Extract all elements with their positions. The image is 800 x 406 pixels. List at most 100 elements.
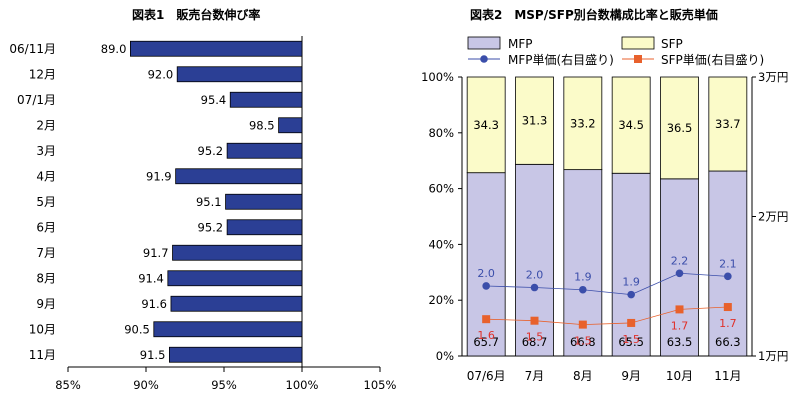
chart1-value-label: 95.2 <box>198 144 224 158</box>
chart1-category-label: 7月 <box>36 246 56 260</box>
chart1-bar <box>278 117 303 134</box>
chart2-sfp-value-label: 34.3 <box>473 118 499 132</box>
chart1-value-label: 91.5 <box>140 348 166 362</box>
chart1-category-label: 11月 <box>29 348 56 362</box>
chart1-bar <box>172 244 303 261</box>
chart1-value-label: 92.0 <box>148 67 174 81</box>
chart2-y-tick-label: 100% <box>421 70 454 84</box>
chart2-sfp-bar <box>611 76 651 174</box>
chart2-sfp-price-label: 1.5 <box>622 333 640 346</box>
chart2-sfp-value-label: 31.3 <box>522 114 548 128</box>
chart1-x-tick-label: 105% <box>364 378 397 392</box>
chart1-title: 図表1 販売台数伸び率 <box>132 7 260 22</box>
chart1-bar <box>176 66 303 83</box>
chart1-category-label: 6月 <box>36 220 56 234</box>
chart2-sfp-value-label: 33.2 <box>570 116 596 130</box>
chart1-x-tick-label: 85% <box>55 378 81 392</box>
chart2-mfp-price-point <box>724 272 732 281</box>
chart1-value-label: 91.4 <box>138 271 164 285</box>
chart1-bar <box>153 321 303 338</box>
legend-sfp-price-marker <box>634 55 642 63</box>
chart2-title: 図表2 MSP/SFP別台数構成比率と販売単価 <box>470 7 718 22</box>
chart2-legend: MFP SFP MFP単価(右目盛り) SFP単価(右目盛り) <box>467 36 764 67</box>
chart2-sfp-price-label: 1.6 <box>477 329 495 342</box>
chart1-category-label: 5月 <box>36 195 56 209</box>
chart2-sfp-price-point <box>723 303 732 312</box>
chart2-sfp-value-label: 34.5 <box>618 118 644 132</box>
chart2-sfp-price-point <box>578 320 587 329</box>
chart1-bar <box>168 346 303 363</box>
chart2-mfp-price-point <box>530 283 539 292</box>
chart2-mfp-price-label: 1.9 <box>622 276 640 289</box>
chart2-mfp-bar <box>466 172 506 357</box>
chart2-sfp-price-point <box>627 318 636 327</box>
chart2-category-label: 7月 <box>525 369 545 383</box>
chart2-mfp-price-point <box>627 290 635 299</box>
chart2: 図表2 MSP/SFP別台数構成比率と販売単価 MFP SFP MFP単価(右目… <box>421 7 788 383</box>
chart2-right-tick-label: 1万円 <box>758 349 788 363</box>
chart2-sfp-price-label: 1.7 <box>671 319 689 332</box>
chart1-category-label: 9月 <box>36 297 56 311</box>
chart1-x-tick-label: 95% <box>211 378 237 392</box>
chart1-category-label: 3月 <box>36 144 56 158</box>
chart2-y-tick-label: 60% <box>428 182 454 196</box>
chart2-sfp-bar <box>660 76 699 180</box>
chart1-x-tick-label: 90% <box>133 378 159 392</box>
chart1-bar <box>175 168 303 185</box>
chart1-bar <box>129 40 303 57</box>
chart1-value-label: 91.6 <box>141 297 167 311</box>
chart2-sfp-price-point <box>482 315 491 324</box>
chart1-bar <box>226 219 303 236</box>
legend-sfp-swatch <box>621 36 655 50</box>
chart2-sfp-price-point <box>675 305 684 314</box>
chart2-mfp-price-point <box>482 282 490 290</box>
chart2-right-tick-label: 3万円 <box>758 70 788 84</box>
legend-mfp-price-label: MFP単価(右目盛り) <box>508 52 614 67</box>
chart2-mfp-price-label: 2.2 <box>671 254 689 267</box>
chart2-sfp-value-label: 36.5 <box>667 121 693 135</box>
chart2-y-tick-label: 0% <box>436 349 454 363</box>
chart2-category-label: 07/6月 <box>467 369 506 383</box>
chart2-category-label: 11月 <box>714 369 741 383</box>
chart2-mfp-bar <box>660 178 699 357</box>
chart2-right-tick-label: 2万円 <box>758 210 788 224</box>
chart1-category-label: 8月 <box>36 271 56 285</box>
chart2-mfp-bar <box>515 163 554 357</box>
chart2-mfp-value-label: 66.3 <box>715 335 741 349</box>
chart1-category-label: 10月 <box>29 322 56 336</box>
chart2-sfp-price-label: 1.7 <box>719 317 737 330</box>
chart2-category-label: 10月 <box>666 369 693 383</box>
chart2-y-tick-label: 80% <box>428 126 454 140</box>
chart2-mfp-price-label: 2.0 <box>526 269 544 282</box>
chart1: 図表1 販売台数伸び率 06/11月 12月 07/1月 2月 3月 4月 5月 6月 7月 8月… <box>9 7 396 392</box>
chart1-bar <box>226 142 303 159</box>
chart1-value-label: 95.2 <box>198 220 224 234</box>
chart1-value-label: 95.1 <box>196 195 222 209</box>
chart1-value-label: 91.9 <box>146 169 172 183</box>
chart2-sfp-price-label: 1.5 <box>526 331 544 344</box>
chart2-mfp-price-point <box>675 269 684 278</box>
chart2-category-label: 8月 <box>573 369 593 383</box>
chart2-mfp-price-line <box>486 272 728 296</box>
chart1-bar <box>229 91 303 108</box>
chart1-bar <box>167 270 303 287</box>
chart1-category-label: 12月 <box>29 67 56 81</box>
chart2-mfp-price-label: 2.1 <box>719 257 737 270</box>
chart2-sfp-bar <box>466 76 506 174</box>
chart2-mfp-value-label: 68.7 <box>522 335 548 349</box>
chart1-value-label: 91.7 <box>143 246 169 260</box>
chart2-mfp-value-label: 63.5 <box>667 335 693 349</box>
chart2-y-tick-label: 20% <box>428 293 454 307</box>
chart2-category-label: 9月 <box>621 369 641 383</box>
chart2-sfp-value-label: 33.7 <box>715 117 741 131</box>
chart2-sfp-price-point <box>530 316 539 325</box>
chart2-sfp-bar <box>515 76 554 165</box>
chart2-mfp-price-label: 1.9 <box>574 271 592 284</box>
chart2-sfp-price-label: 1.5 <box>574 335 592 348</box>
chart2-mfp-bar <box>708 170 748 357</box>
chart2-sfp-bar <box>563 76 603 171</box>
legend-mfp-label: MFP <box>508 37 533 51</box>
chart2-sfp-bar <box>708 76 748 172</box>
chart2-mfp-price-label: 2.0 <box>477 267 495 280</box>
